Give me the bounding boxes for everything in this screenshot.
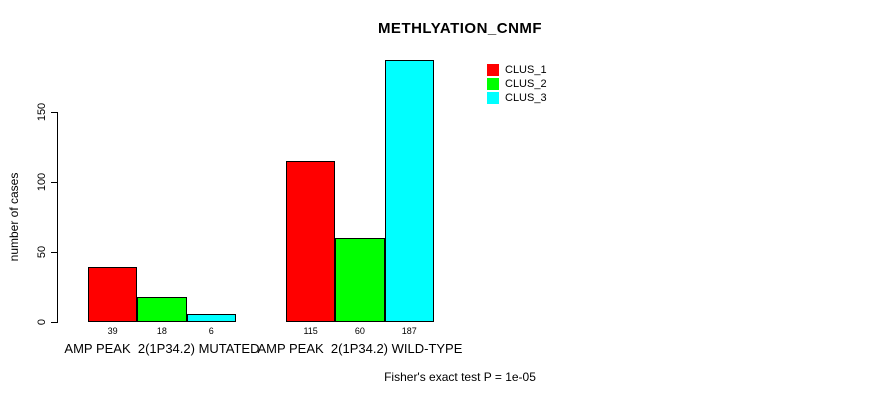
legend-item-label: CLUS_3 bbox=[505, 92, 547, 104]
bar-clus-2-group-2 bbox=[335, 238, 385, 322]
y-axis-tick-label: 150 bbox=[36, 102, 48, 122]
bar-clus-1-group-1 bbox=[88, 267, 138, 322]
bar-value-label: 60 bbox=[354, 326, 365, 336]
x-axis-group-label: AMP PEAK 2(1P34.2) MUTATED bbox=[64, 341, 260, 356]
y-axis-tick bbox=[51, 181, 58, 183]
x-axis-group-label: AMP PEAK 2(1P34.2) WILD-TYPE bbox=[257, 341, 463, 356]
fisher-test-note: Fisher's exact test P = 1e-05 bbox=[384, 370, 536, 384]
bar-value-label: 115 bbox=[303, 326, 318, 336]
chart-title: METHLYATION_CNMF bbox=[377, 20, 543, 37]
bar-clus-1-group-2 bbox=[286, 161, 336, 322]
legend-swatch-clus-3 bbox=[487, 92, 499, 104]
legend-item-label: CLUS_2 bbox=[505, 78, 547, 90]
bar-clus-3-group-2 bbox=[384, 60, 434, 322]
legend-item: CLUS_1 bbox=[487, 64, 547, 76]
legend-item: CLUS_3 bbox=[487, 92, 547, 104]
y-axis-tick bbox=[51, 251, 58, 253]
bar-clus-2-group-1 bbox=[137, 296, 187, 322]
bar-value-label: 187 bbox=[401, 326, 417, 336]
legend-swatch-clus-2 bbox=[487, 78, 499, 90]
bar-clus-3-group-1 bbox=[186, 313, 236, 322]
legend-swatch-clus-1 bbox=[487, 64, 499, 76]
legend-item-label: CLUS_1 bbox=[505, 64, 547, 76]
y-axis-tick bbox=[51, 321, 58, 323]
y-axis-label: number of cases bbox=[7, 172, 21, 262]
legend-item: CLUS_2 bbox=[487, 78, 547, 90]
bar-value-label: 6 bbox=[208, 326, 214, 336]
bar-value-label: 18 bbox=[156, 326, 167, 336]
y-axis-line bbox=[57, 112, 58, 323]
y-axis-tick-label: 100 bbox=[36, 172, 48, 192]
legend: CLUS_1 CLUS_2 CLUS_3 bbox=[487, 64, 547, 104]
y-axis-tick bbox=[51, 111, 58, 113]
y-axis-tick-label: 50 bbox=[36, 245, 48, 259]
y-axis-tick-label: 0 bbox=[36, 318, 48, 326]
bar-value-label: 39 bbox=[107, 326, 118, 336]
